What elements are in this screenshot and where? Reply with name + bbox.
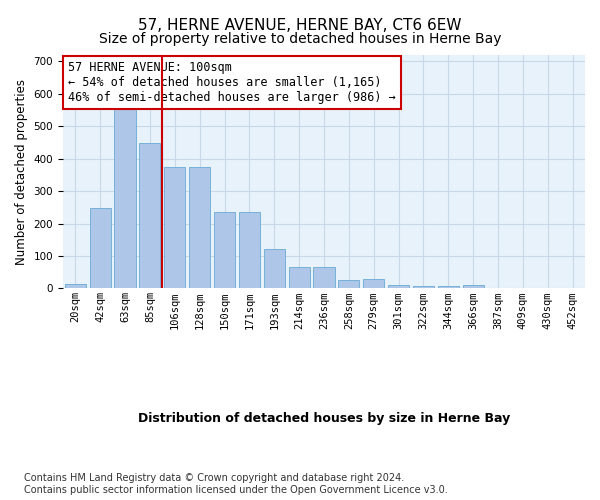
Bar [115, 99, 136, 288]
Bar [263, 250, 285, 288]
Bar [239, 212, 260, 288]
Bar [363, 278, 384, 288]
Bar [313, 268, 335, 288]
Bar [437, 286, 459, 288]
Bar [89, 208, 111, 288]
Bar [463, 286, 484, 288]
Bar [388, 285, 409, 288]
Bar [214, 212, 235, 288]
Bar [164, 167, 185, 288]
Bar [413, 286, 434, 288]
Bar [189, 167, 210, 288]
Text: 57, HERNE AVENUE, HERNE BAY, CT6 6EW: 57, HERNE AVENUE, HERNE BAY, CT6 6EW [138, 18, 462, 32]
Text: 57 HERNE AVENUE: 100sqm
← 54% of detached houses are smaller (1,165)
46% of semi: 57 HERNE AVENUE: 100sqm ← 54% of detache… [68, 61, 396, 104]
Text: Contains HM Land Registry data © Crown copyright and database right 2024.
Contai: Contains HM Land Registry data © Crown c… [24, 474, 448, 495]
Y-axis label: Number of detached properties: Number of detached properties [15, 78, 28, 264]
Bar [289, 268, 310, 288]
Bar [65, 284, 86, 288]
Bar [338, 280, 359, 288]
Bar [139, 142, 160, 288]
X-axis label: Distribution of detached houses by size in Herne Bay: Distribution of detached houses by size … [138, 412, 510, 425]
Text: Size of property relative to detached houses in Herne Bay: Size of property relative to detached ho… [99, 32, 501, 46]
